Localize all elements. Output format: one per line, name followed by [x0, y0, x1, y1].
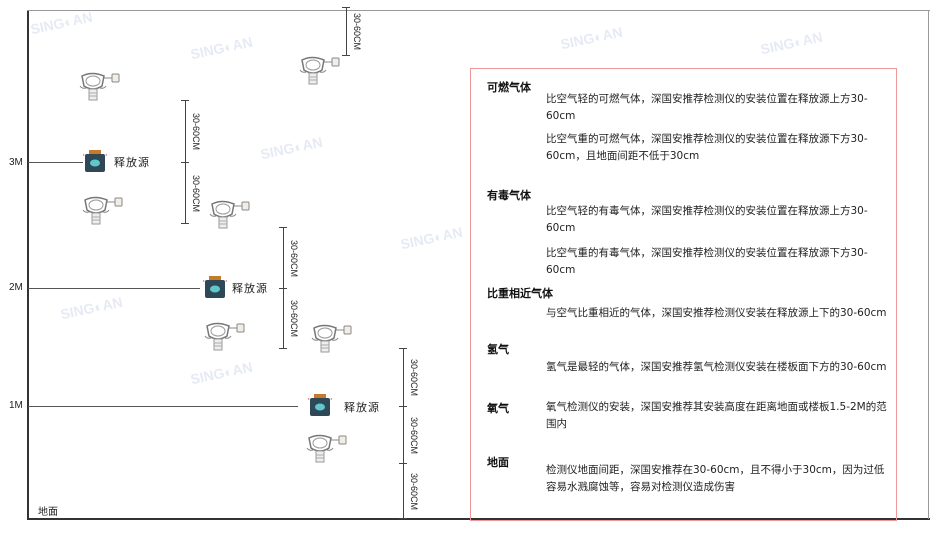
- section-text: 比空气重的有毒气体，深国安推荐检测仪的安装位置在释放源下方30-60cm: [546, 247, 868, 276]
- dimension-label: 30-60CM: [289, 300, 299, 338]
- dimension-line: [346, 7, 347, 55]
- ceiling-line: [27, 10, 930, 11]
- dimension-label: 30-60CM: [409, 359, 419, 397]
- gas-detector-icon: [298, 56, 340, 90]
- watermark: SING◐AN: [259, 133, 324, 163]
- ground-label: 地面: [38, 507, 58, 518]
- section-text: 比空气轻的可燃气体，深国安推荐检测仪的安装位置在释放源上方30-60cm: [546, 93, 868, 122]
- gas-detector-icon: [208, 200, 250, 234]
- section-title: 氢气: [487, 343, 509, 356]
- info-panel: 可燃气体 比空气轻的可燃气体，深国安推荐检测仪的安装位置在释放源上方30-60c…: [470, 68, 897, 521]
- dimension-label: 30-60CM: [289, 239, 299, 277]
- dimension-label: 30-60CM: [409, 472, 419, 510]
- dimension-tick: [399, 348, 407, 349]
- dimension-label: 30-60CM: [352, 13, 362, 51]
- source-label: 释放源: [114, 156, 150, 169]
- dimension-tick: [279, 288, 287, 289]
- gas-source-icon: [202, 276, 228, 304]
- dimension-label: 30-60CM: [191, 113, 201, 151]
- dimension-tick: [399, 463, 407, 464]
- section-title: 氧气: [487, 402, 509, 415]
- watermark: SING◐AN: [189, 33, 254, 63]
- section-text: 比空气重的可燃气体，深国安推荐检测仪的安装位置在释放源下方30-60cm，且地面…: [546, 133, 868, 162]
- watermark: SING◐AN: [559, 23, 624, 53]
- watermark: SING◐AN: [29, 8, 94, 38]
- watermark: SING◐AN: [189, 358, 254, 388]
- section-text: 比空气轻的有毒气体，深国安推荐检测仪的安装位置在释放源上方30-60cm: [546, 205, 868, 234]
- gas-detector-icon: [305, 434, 347, 468]
- section-text: 氧气检测仪的安装，深国安推荐其安装高度在距离地面或楼板1.5-2M的范围内: [546, 401, 887, 430]
- level-label: 1M: [9, 400, 23, 411]
- wall-line: [27, 10, 29, 519]
- section-title: 可燃气体: [487, 81, 531, 94]
- section-text: 氢气是最轻的气体，深国安推荐氢气检测仪安装在楼板面下方的30-60cm: [546, 361, 887, 373]
- dimension-line: [185, 100, 186, 223]
- dimension-tick: [181, 162, 189, 163]
- gas-source-icon: [307, 394, 333, 422]
- right-line: [928, 10, 929, 519]
- section-title: 有毒气体: [487, 189, 531, 202]
- dimension-tick: [399, 518, 407, 519]
- section-title: 地面: [487, 456, 509, 469]
- dimension-line: [283, 227, 284, 348]
- source-label: 释放源: [344, 401, 380, 414]
- dimension-label: 30-60CM: [191, 174, 201, 212]
- level-label: 2M: [9, 282, 23, 293]
- ground-line: [27, 518, 930, 520]
- gas-detector-icon: [203, 322, 245, 356]
- gas-detector-icon: [81, 196, 123, 230]
- level-label: 3M: [9, 157, 23, 168]
- dimension-tick: [342, 55, 350, 56]
- dimension-tick: [279, 227, 287, 228]
- dimension-tick: [342, 7, 350, 8]
- gas-detector-icon: [310, 324, 352, 358]
- section-title: 比重相近气体: [487, 287, 553, 300]
- gas-source-icon: [82, 150, 108, 178]
- source-label: 释放源: [232, 282, 268, 295]
- dimension-label: 30-60CM: [409, 416, 419, 454]
- watermark: SING◐AN: [399, 223, 464, 253]
- level-line: [28, 288, 200, 289]
- level-line: [28, 406, 298, 407]
- dimension-tick: [181, 223, 189, 224]
- dimension-tick: [181, 100, 189, 101]
- dimension-line: [403, 348, 404, 518]
- watermark: SING◐AN: [59, 293, 124, 323]
- section-text: 与空气比重相近的气体，深国安推荐检测仪安装在释放源上下的30-60cm: [546, 307, 887, 319]
- level-line: [28, 162, 83, 163]
- dimension-tick: [279, 348, 287, 349]
- watermark: SING◐AN: [759, 28, 824, 58]
- gas-detector-icon: [78, 72, 120, 106]
- section-text: 检测仪地面间距，深国安推荐在30-60cm，且不得小于30cm，因为过低容易水溅…: [546, 464, 885, 493]
- dimension-tick: [399, 406, 407, 407]
